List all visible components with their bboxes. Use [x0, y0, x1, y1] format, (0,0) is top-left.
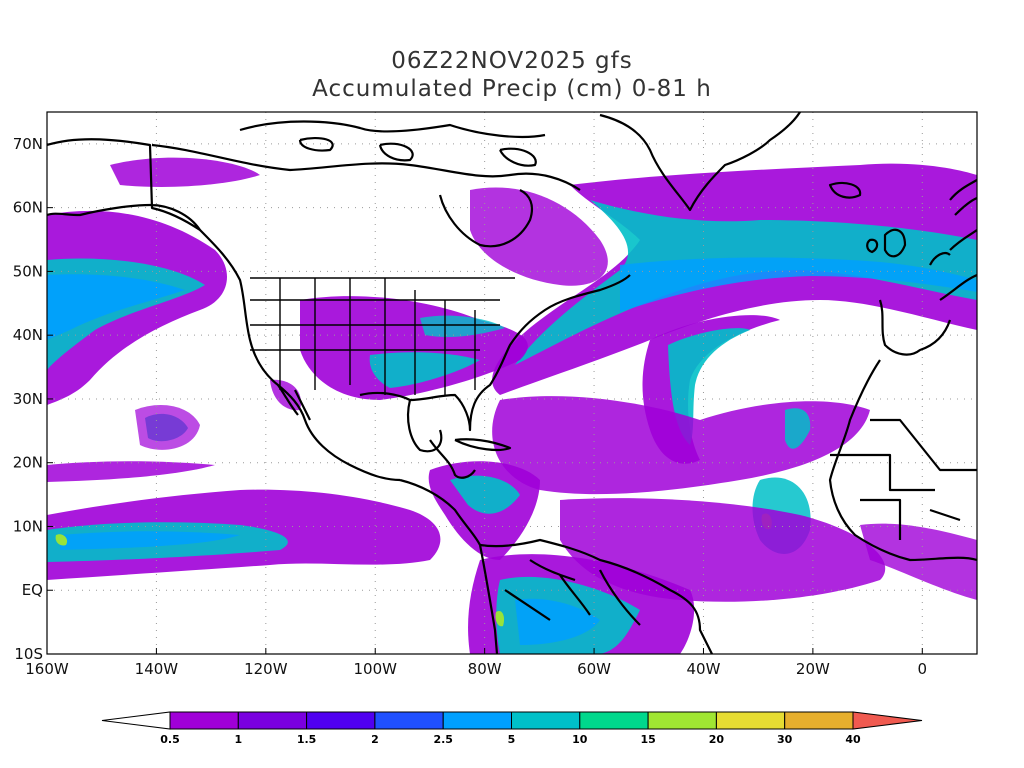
coast-british-isles: [866, 228, 907, 258]
lon-tick-label: 60W: [577, 660, 611, 678]
lat-tick-label: 60N: [13, 199, 43, 217]
map-title-line1: 06Z22NOV2025 gfs: [391, 48, 633, 74]
colorbar-level-label: 15: [640, 733, 655, 746]
precip-subtropical-pacific: [47, 461, 215, 482]
coast-africa-interior: [830, 418, 977, 540]
colorbar: 0.5 1 1.5 2 2.5 5 10 15 20 30 40: [101, 711, 923, 746]
coast-cuba: [454, 438, 512, 451]
precip-arctic-canada: [110, 157, 260, 187]
lat-tick-label: EQ: [22, 581, 43, 599]
colorbar-level-label: 2: [371, 733, 379, 746]
lon-tick-label: 20W: [796, 660, 830, 678]
longitude-labels: 160W 140W 120W 100W 80W 60W 40W 20W 0: [25, 648, 927, 678]
precip-hudson: [470, 187, 608, 286]
colorbar-level-label: 1.5: [297, 733, 317, 746]
coast-gulf-east: [359, 274, 631, 432]
colorbar-level-label: 5: [508, 733, 516, 746]
precip-atlantic-north-teal: [785, 408, 811, 449]
us-state-borders: [250, 277, 515, 395]
coast-europe: [929, 229, 977, 301]
lat-tick-label: 30N: [13, 390, 43, 408]
colorbar-over-triangle: [852, 711, 923, 730]
precip-great-lakes: [420, 315, 505, 338]
colorbar-swatch: [784, 711, 854, 730]
colorbar-swatch: [442, 711, 513, 730]
lat-tick-label: 70N: [13, 135, 43, 153]
precip-band-north-pacific-cyan: [47, 274, 185, 340]
coast-central-america: [399, 439, 481, 546]
map-title-line2: Accumulated Precip (cm) 0-81 h: [312, 76, 712, 102]
precip-itcz-cyan: [60, 531, 240, 550]
lon-tick-label: 160W: [25, 660, 69, 678]
coast-iceland: [828, 181, 862, 199]
colorbar-level-label: 2.5: [433, 733, 453, 746]
colorbar-swatch: [306, 711, 376, 730]
colorbar-swatch: [237, 711, 308, 730]
coast-yucatan: [406, 399, 443, 453]
lat-tick-label: 10N: [13, 517, 43, 535]
precip-band-atlantic-curl-core: [668, 328, 750, 445]
colorbar-level-label: 0.5: [160, 733, 180, 746]
plot-frame: [46, 111, 978, 655]
lon-tick-label: 100W: [354, 660, 398, 678]
lon-tick-label: 120W: [244, 660, 288, 678]
precip-andes-peak: [495, 610, 505, 627]
graticule: [47, 112, 977, 654]
coast-hudson-bay: [438, 189, 534, 248]
colorbar-swatch: [374, 711, 444, 730]
precip-eastern-us-core: [369, 352, 480, 388]
coast-canada-north: [151, 143, 581, 191]
precip-west-africa: [860, 523, 977, 600]
coast-arctic-islands: [239, 120, 546, 167]
precip-field: [47, 157, 977, 654]
colorbar-swatch: [511, 711, 581, 730]
coast-sa-interior: [504, 559, 641, 626]
colorbar-level-label: 40: [845, 733, 861, 746]
colorbar-under-triangle: [101, 711, 171, 730]
precip-subtropical-atlantic: [492, 396, 870, 495]
lat-tick-label: 20N: [13, 454, 43, 472]
precip-central-america-core: [450, 475, 520, 514]
coast-greenland: [599, 112, 801, 212]
colorbar-swatch: [647, 711, 717, 730]
coast-iberia: [878, 299, 952, 356]
precip-pacific-cell-ring: [135, 405, 200, 450]
lon-tick-label: 80W: [468, 660, 502, 678]
colorbar-level-label: 30: [777, 733, 793, 746]
coast-south-america: [478, 538, 713, 654]
coastlines: [47, 112, 977, 654]
lon-tick-label: 40W: [687, 660, 721, 678]
coast-scandinavia: [949, 179, 977, 216]
latitude-labels: 70N 60N 50N 40N 30N 20N 10N EQ 10S: [13, 135, 53, 663]
lon-tick-label: 140W: [135, 660, 179, 678]
lat-tick-label: 50N: [13, 262, 43, 280]
colorbar-swatch: [579, 711, 649, 730]
colorbar-level-label: 1: [234, 733, 242, 746]
coast-alaska: [47, 138, 202, 232]
colorbar-level-label: 10: [572, 733, 588, 746]
precip-band-north-atlantic-core: [515, 200, 977, 365]
colorbar-swatch: [715, 711, 786, 730]
lat-tick-label: 10S: [14, 645, 43, 663]
precip-itcz-peak: [55, 534, 68, 546]
colorbar-level-label: 20: [709, 733, 725, 746]
coast-africa: [828, 359, 977, 562]
colorbar-swatch: [169, 711, 239, 730]
lat-tick-label: 40N: [13, 326, 43, 344]
lon-tick-label: 0: [918, 660, 928, 678]
